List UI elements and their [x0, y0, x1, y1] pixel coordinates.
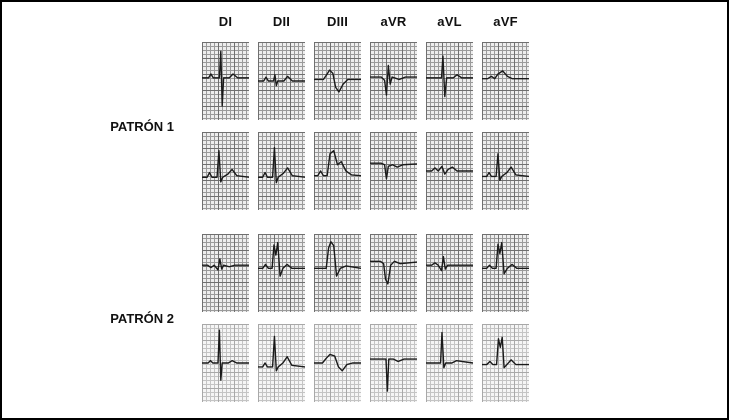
ecg-panel	[258, 42, 305, 120]
pattern-1-label: PATRÓN 1	[110, 118, 174, 134]
ecg-panel	[426, 42, 473, 120]
ecg-trace	[258, 324, 305, 402]
ecg-panel	[202, 324, 249, 402]
ecg-panel	[482, 42, 529, 120]
pattern-2-label: PATRÓN 2	[110, 310, 174, 326]
ecg-trace	[482, 324, 529, 402]
ecg-panel	[314, 324, 361, 402]
pattern-2-strip-row-2	[202, 324, 529, 402]
ecg-trace	[482, 234, 529, 312]
ecg-panel	[426, 234, 473, 312]
ecg-panel	[258, 132, 305, 210]
ecg-trace	[258, 132, 305, 210]
pattern-1-rows	[202, 42, 529, 210]
ecg-panel	[370, 42, 417, 120]
lead-header-dii: DII	[272, 13, 291, 29]
ecg-panel	[314, 132, 361, 210]
ecg-panel	[482, 132, 529, 210]
ecg-panel	[482, 234, 529, 312]
ecg-panel	[426, 324, 473, 402]
ecg-trace	[314, 132, 361, 210]
ecg-panel	[314, 42, 361, 120]
ecg-trace	[426, 234, 473, 312]
ecg-trace	[314, 42, 361, 120]
ecg-trace	[370, 234, 417, 312]
ecg-trace	[258, 234, 305, 312]
lead-header-diii: DIII	[326, 13, 349, 29]
ecg-trace	[258, 42, 305, 120]
lead-header-row: DI DII DIII aVR aVL aVF	[202, 10, 727, 32]
ecg-panel	[258, 234, 305, 312]
ecg-panel	[370, 324, 417, 402]
ecg-trace	[314, 234, 361, 312]
lead-header-avf: aVF	[493, 13, 518, 29]
ecg-trace	[482, 42, 529, 120]
ecg-trace	[370, 324, 417, 402]
ecg-trace	[202, 324, 249, 402]
lead-header-avr: aVR	[380, 13, 407, 29]
ecg-panel	[370, 132, 417, 210]
ecg-trace	[426, 324, 473, 402]
ecg-trace	[202, 42, 249, 120]
ecg-panel	[202, 132, 249, 210]
ecg-trace	[426, 132, 473, 210]
ecg-trace	[370, 42, 417, 120]
pattern-2-strip-row-1	[202, 234, 529, 312]
ecg-panel	[314, 234, 361, 312]
ecg-trace	[370, 132, 417, 210]
ecg-trace	[482, 132, 529, 210]
pattern-1-strip-row-2	[202, 132, 529, 210]
ecg-panel	[426, 132, 473, 210]
ecg-trace	[202, 132, 249, 210]
lead-header-avl: aVL	[437, 13, 462, 29]
ecg-trace	[202, 234, 249, 312]
ecg-panel	[202, 234, 249, 312]
pattern-2-rows	[202, 234, 529, 402]
ecg-panel	[258, 324, 305, 402]
ecg-trace	[314, 324, 361, 402]
ecg-panel	[482, 324, 529, 402]
pattern-2-block: PATRÓN 2	[2, 234, 727, 402]
pattern-1-strip-row-1	[202, 42, 529, 120]
lead-header-di: DI	[218, 13, 233, 29]
ecg-panel	[370, 234, 417, 312]
pattern-1-block: PATRÓN 1	[2, 42, 727, 210]
ecg-panel	[202, 42, 249, 120]
ecg-trace	[426, 42, 473, 120]
